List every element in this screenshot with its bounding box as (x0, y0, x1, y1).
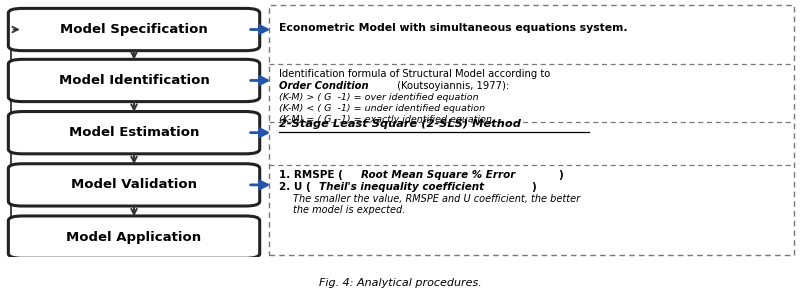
Text: (Koutsoyiannis, 1977):: (Koutsoyiannis, 1977): (393, 81, 509, 91)
Text: (K-M) = ( G  -1) = exactly identified equation: (K-M) = ( G -1) = exactly identified equ… (279, 115, 492, 124)
Text: ): ) (558, 170, 563, 180)
FancyBboxPatch shape (8, 164, 260, 206)
Text: Fig. 4: Analytical procedures.: Fig. 4: Analytical procedures. (319, 278, 482, 288)
Text: 2. U (: 2. U ( (279, 182, 311, 192)
Text: Econometric Model with simultaneous equations system.: Econometric Model with simultaneous equa… (279, 23, 627, 33)
FancyBboxPatch shape (8, 8, 260, 51)
Text: Model Validation: Model Validation (71, 178, 197, 192)
Text: Model Identification: Model Identification (58, 74, 209, 87)
Text: 2-Stage Least Square (2-SLS) Method: 2-Stage Least Square (2-SLS) Method (279, 119, 521, 129)
Text: the model is expected.: the model is expected. (293, 205, 405, 215)
Text: Theil's inequality coefficient: Theil's inequality coefficient (320, 182, 485, 192)
Text: Model Specification: Model Specification (60, 23, 208, 36)
Text: Order Condition: Order Condition (279, 81, 368, 91)
Text: Model Estimation: Model Estimation (69, 126, 199, 139)
FancyBboxPatch shape (8, 111, 260, 154)
Text: (K-M) > ( G  -1) = over identified equation: (K-M) > ( G -1) = over identified equati… (279, 93, 478, 102)
Text: The smaller the value, RMSPE and U coefficient, the better: The smaller the value, RMSPE and U coeff… (293, 194, 580, 204)
Text: (K-M) < ( G  -1) = under identified equation: (K-M) < ( G -1) = under identified equat… (279, 104, 485, 113)
FancyBboxPatch shape (8, 59, 260, 102)
Text: Root Mean Square % Error: Root Mean Square % Error (360, 170, 515, 180)
FancyBboxPatch shape (8, 216, 260, 258)
Text: Model Application: Model Application (66, 231, 202, 244)
Text: Identification formula of Structural Model according to: Identification formula of Structural Mod… (279, 69, 550, 79)
Text: 1. RMSPE (: 1. RMSPE ( (279, 170, 343, 180)
Text: ): ) (531, 182, 536, 192)
